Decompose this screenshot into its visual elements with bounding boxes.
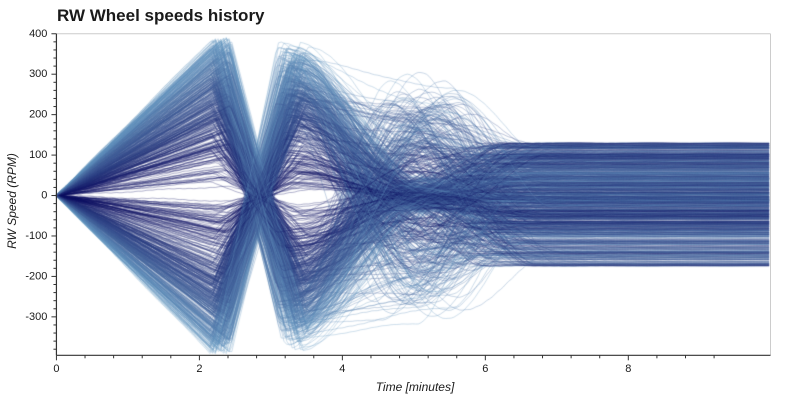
svg-text:0: 0 [53, 363, 59, 375]
svg-text:100: 100 [29, 149, 47, 161]
svg-text:-300: -300 [25, 311, 47, 323]
svg-text:2: 2 [196, 363, 202, 375]
svg-text:6: 6 [482, 363, 488, 375]
svg-text:-100: -100 [25, 230, 47, 242]
svg-text:400: 400 [29, 28, 47, 40]
svg-text:4: 4 [339, 363, 345, 375]
svg-text:-200: -200 [25, 270, 47, 282]
svg-text:200: 200 [29, 109, 47, 121]
svg-text:0: 0 [41, 190, 47, 202]
svg-text:300: 300 [29, 68, 47, 80]
svg-text:8: 8 [625, 363, 631, 375]
